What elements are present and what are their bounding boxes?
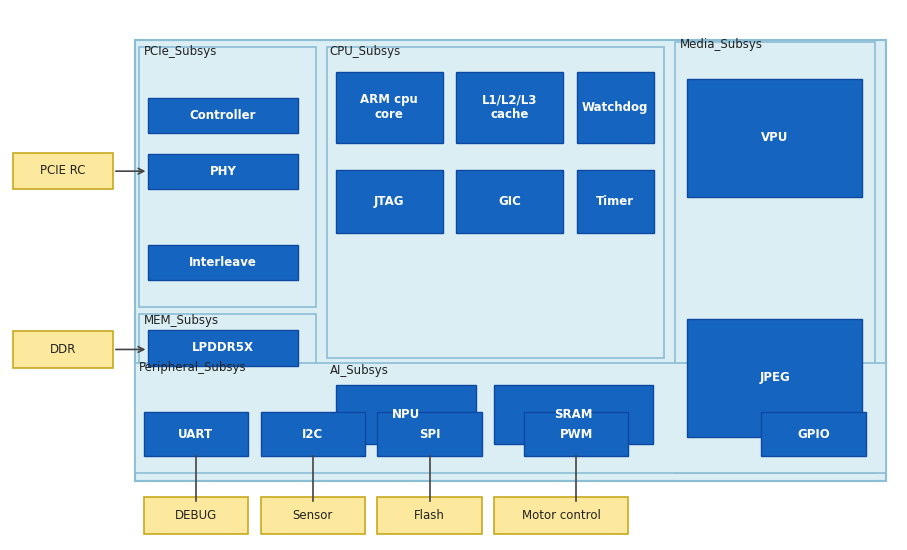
Bar (149, 331, 297, 366)
Text: Watchdog: Watchdog (582, 101, 649, 114)
Bar (140, 314, 316, 454)
Text: Sensor: Sensor (292, 509, 333, 522)
Bar (456, 170, 563, 233)
Text: SPI: SPI (419, 428, 440, 441)
Text: Peripheral_Subsys: Peripheral_Subsys (140, 361, 247, 373)
Text: Timer: Timer (596, 195, 634, 208)
Bar (260, 412, 365, 456)
Text: LPDDR5X: LPDDR5X (192, 342, 254, 355)
Text: MEM_Subsys: MEM_Subsys (144, 314, 219, 327)
Text: ARM cpu
core: ARM cpu core (360, 94, 418, 121)
Bar (377, 497, 482, 534)
Text: Interleave: Interleave (189, 256, 257, 269)
Bar (336, 72, 443, 143)
Text: PCIe_Subsys: PCIe_Subsys (144, 45, 217, 58)
Text: DDR: DDR (50, 343, 76, 356)
Bar (135, 363, 886, 474)
Text: GPIO: GPIO (797, 428, 830, 441)
Bar (14, 331, 113, 368)
Bar (327, 47, 664, 358)
Bar (14, 152, 113, 189)
Bar (377, 412, 482, 456)
Text: CPU_Subsys: CPU_Subsys (329, 45, 401, 58)
Bar (577, 170, 654, 233)
Bar (494, 497, 629, 534)
Text: PCIE RC: PCIE RC (41, 164, 86, 178)
Bar (260, 497, 365, 534)
Text: Media_Subsys: Media_Subsys (680, 38, 763, 51)
Text: NPU: NPU (392, 408, 420, 421)
Bar (688, 319, 862, 437)
Bar (494, 385, 653, 444)
Bar (761, 412, 865, 456)
Bar (336, 170, 443, 233)
Text: AI_Subsys: AI_Subsys (329, 364, 388, 377)
Bar (140, 47, 316, 307)
Text: GIC: GIC (498, 195, 522, 208)
Bar (149, 98, 297, 133)
Text: PWM: PWM (560, 428, 593, 441)
Text: UART: UART (179, 428, 213, 441)
Bar (327, 366, 664, 454)
Bar (676, 42, 874, 474)
Text: DEBUG: DEBUG (175, 509, 217, 522)
Bar (688, 79, 862, 197)
Bar (524, 412, 629, 456)
Text: SRAM: SRAM (554, 408, 593, 421)
Text: VPU: VPU (761, 131, 788, 144)
Text: Flash: Flash (414, 509, 445, 522)
Bar (135, 40, 886, 481)
Bar (456, 72, 563, 143)
Text: L1/L2/L3
cache: L1/L2/L3 cache (482, 94, 537, 121)
Text: PHY: PHY (210, 165, 237, 178)
Text: JTAG: JTAG (374, 195, 405, 208)
Text: JPEG: JPEG (759, 371, 790, 384)
Bar (149, 154, 297, 189)
Bar (144, 412, 248, 456)
Text: Motor control: Motor control (522, 509, 600, 522)
Text: Controller: Controller (190, 109, 257, 122)
Bar (577, 72, 654, 143)
Bar (144, 497, 248, 534)
Bar (149, 245, 297, 280)
Bar (336, 385, 476, 444)
Text: I2C: I2C (302, 428, 323, 441)
